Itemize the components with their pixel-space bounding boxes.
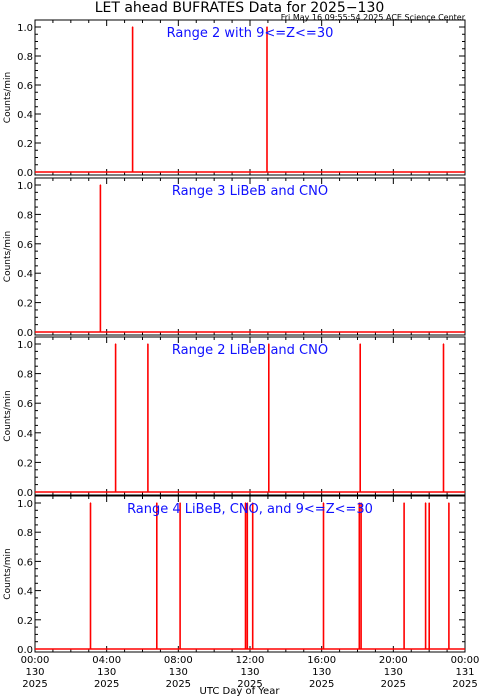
x-tick-label-doy: 131 [455,667,474,678]
x-tick-label-year: 2025 [452,679,477,690]
series-line-3 [35,344,465,493]
series-line-2 [35,185,465,333]
x-tick-label-doy: 130 [240,667,259,678]
x-tick-label-time: 12:00 [236,655,265,666]
data-point-spike [442,343,445,345]
y-tick-label: 0.8 [17,528,33,539]
x-tick-label-year: 2025 [237,679,262,690]
x-tick-label-year: 2025 [22,679,47,690]
data-point-spike [156,502,158,504]
data-point-spike [132,26,134,28]
panel-frame-2 [34,177,466,336]
x-tick-label-doy: 130 [169,667,188,678]
y-tick-label: 0.8 [17,210,33,221]
y-tick-label: 0.4 [17,429,33,440]
y-tick-label: 0.8 [17,370,33,381]
y-tick-label: 0.0 [17,488,33,499]
x-tick-label-time: 04:00 [92,655,121,666]
x-tick-label-time: 16:00 [307,655,336,666]
y-tick-label: 0.0 [17,645,33,656]
y-axis-label: Counts/min [3,72,13,123]
panel-title-1: Range 2 with 9<=Z<=30 [167,26,334,41]
x-axis-title: UTC Day of Year [199,686,280,697]
y-tick-label: 0.2 [17,616,33,627]
data-point-spike [360,502,362,504]
y-tick-label: 0.0 [17,168,33,179]
x-tick-label-time: 20:00 [379,655,408,666]
data-point-spike [115,343,117,345]
y-tick-label: 0.4 [17,110,33,121]
x-tick-label-time: 08:00 [164,655,193,666]
x-tick-label-doy: 130 [384,667,403,678]
x-tick-label-doy: 130 [97,667,116,678]
y-axis-label: Counts/min [3,231,13,282]
data-point-spike [99,184,101,186]
y-tick-label: 1.0 [17,340,33,351]
x-tick-label-doy: 130 [25,667,44,678]
x-tick-label-time: 00:00 [21,655,50,666]
panel-title-4: Range 4 LiBeB, CNO, and 9<=Z<=30 [127,502,373,517]
data-point-spike [359,343,361,345]
panel-frame-3 [34,336,466,496]
y-tick-label: 0.2 [17,139,33,150]
series-line-4 [35,503,465,650]
y-tick-label: 0.6 [17,399,33,410]
panel-title-2: Range 3 LiBeB and CNO [172,184,328,199]
data-point-spike [246,502,248,504]
data-point-spike [403,502,405,504]
x-tick-label-time: 00:00 [451,655,479,666]
data-point-spike [244,502,247,504]
data-point-spike [322,502,325,504]
x-tick-label-doy: 130 [312,667,331,678]
y-tick-label: 0.0 [17,328,33,339]
y-tick-label: 0.6 [17,240,33,251]
y-tick-label: 0.6 [17,81,33,92]
y-tick-label: 1.0 [17,181,33,192]
data-point-spike [428,502,430,504]
series-line-1 [35,27,465,173]
panel-frame-1 [34,19,466,176]
panel-title-3: Range 2 LiBeB and CNO [172,343,328,358]
y-tick-label: 0.2 [17,299,33,310]
y-tick-label: 0.4 [17,269,33,280]
y-tick-label: 1.0 [17,23,33,34]
data-point-spike [266,26,268,28]
y-tick-label: 0.4 [17,587,33,598]
data-point-spike [147,343,149,345]
y-tick-label: 0.6 [17,557,33,568]
data-point-spike [252,502,254,504]
data-point-spike [89,502,92,504]
x-tick-label-year: 2025 [94,679,119,690]
data-point-spike [179,502,181,504]
y-tick-label: 0.8 [17,52,33,63]
y-tick-label: 1.0 [17,499,33,510]
data-point-spike [268,343,270,345]
data-point-spike [448,502,450,504]
data-point-spike [424,502,427,504]
y-tick-label: 0.2 [17,458,33,469]
y-axis-label: Counts/min [3,548,13,599]
y-axis-label: Counts/min [3,390,13,441]
timestamp: Fri May 16 09:55:54 2025 ACE Science Cen… [280,13,465,22]
page-title: LET ahead BUFRATES Data for 2025−130 [94,0,385,16]
panel-frame-4 [34,495,466,653]
data-point-spike [358,502,360,504]
x-tick-label-year: 2025 [381,679,406,690]
x-tick-label-year: 2025 [309,679,334,690]
x-tick-label-year: 2025 [166,679,191,690]
